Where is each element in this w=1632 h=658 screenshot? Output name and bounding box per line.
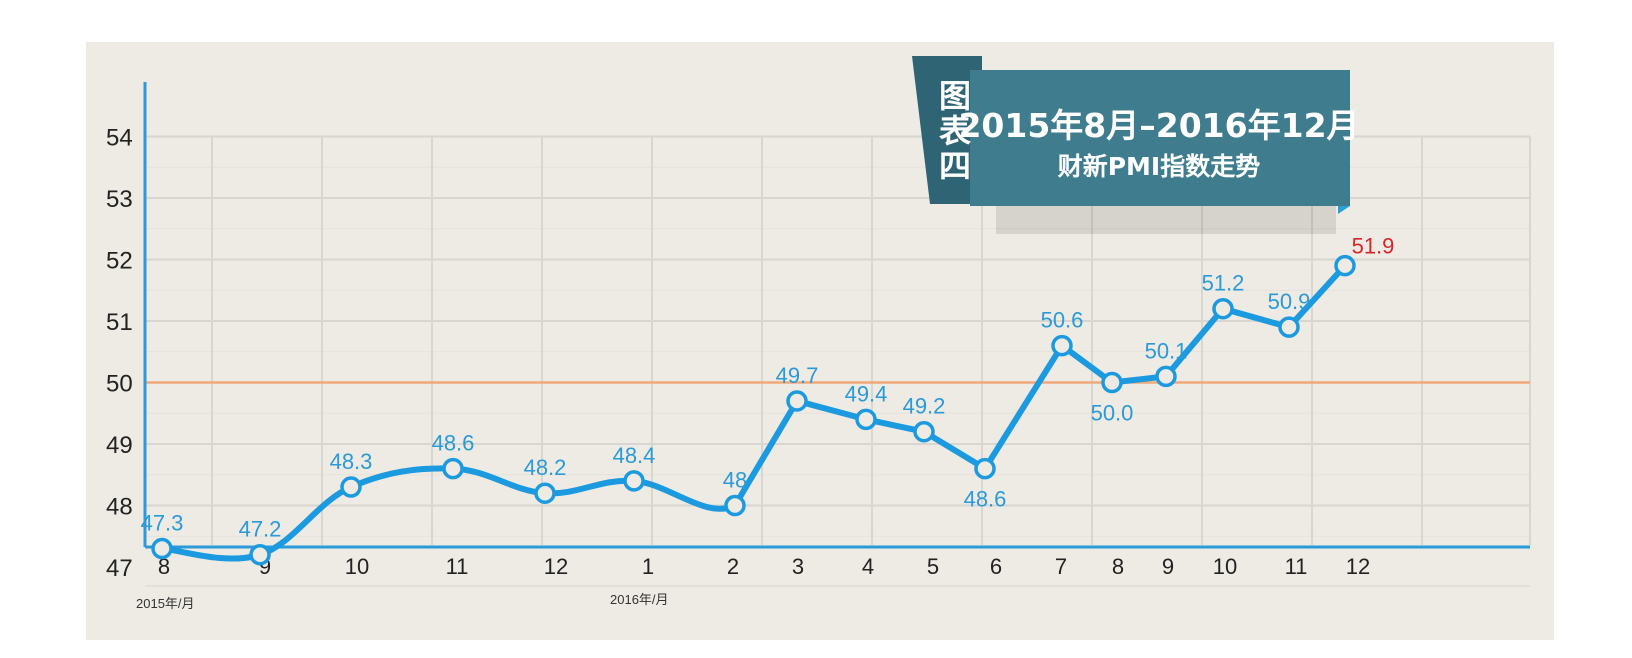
data-label-2: 47.2 <box>239 517 282 542</box>
chart-subtitle: 财新PMI指数走势 <box>1058 152 1261 181</box>
data-point-12 <box>1051 334 1073 357</box>
x-tick-3: 10 <box>345 554 369 579</box>
data-label-6: 48.4 <box>613 443 656 468</box>
title-banner: 图 表 四 2015年8月–2016年12月 财新PMI指数走势 <box>912 56 1360 234</box>
data-point-5 <box>534 482 556 504</box>
chart-title: 2015年8月–2016年12月 <box>958 106 1359 145</box>
x-tick-17: 12 <box>1346 554 1370 579</box>
data-point-14 <box>1155 365 1177 388</box>
data-label-8: 49.7 <box>776 363 819 388</box>
y-tick-51: 51 <box>106 309 133 336</box>
title-banner-body <box>970 70 1350 206</box>
data-label-10: 49.2 <box>903 394 946 419</box>
data-label-4: 48.6 <box>432 431 475 456</box>
x-tick-14: 9 <box>1162 554 1174 579</box>
x-tick-1: 8 <box>158 554 170 579</box>
data-point-2 <box>249 543 271 566</box>
data-label-13: 50.0 <box>1091 401 1134 426</box>
x-tick-15: 10 <box>1213 554 1237 579</box>
data-label-5: 48.2 <box>524 455 567 480</box>
data-point-1 <box>151 537 173 560</box>
x-tick-8: 3 <box>792 554 804 579</box>
data-point-11 <box>974 457 996 480</box>
data-point-4 <box>442 457 464 480</box>
data-label-16: 50.9 <box>1268 289 1311 314</box>
title-tag-char-1: 图 <box>939 78 971 114</box>
data-point-10 <box>913 420 935 443</box>
data-label-12: 50.6 <box>1041 308 1084 333</box>
data-point-6 <box>623 470 645 492</box>
y-tick-47: 47 <box>106 555 133 582</box>
data-point-15 <box>1212 297 1234 320</box>
data-label-15: 51.2 <box>1202 271 1245 296</box>
axis-note-2015: 2015年/月 <box>136 596 195 611</box>
title-tag-char-3: 四 <box>939 148 971 184</box>
y-tick-53: 53 <box>106 186 133 213</box>
title-banner-tail <box>912 56 982 204</box>
y-tick-50: 50 <box>106 371 133 398</box>
data-point-8 <box>786 390 808 412</box>
data-label-14: 50.1 <box>1145 338 1188 363</box>
data-point-9 <box>855 408 877 431</box>
data-point-7 <box>724 494 746 517</box>
data-label-17: 51.9 <box>1352 234 1395 259</box>
x-tick-7: 2 <box>727 554 739 579</box>
axes <box>143 82 1530 587</box>
x-tick-12: 7 <box>1055 554 1067 579</box>
x-tick-16: 11 <box>1285 554 1308 579</box>
x-tick-6: 1 <box>642 554 654 579</box>
data-label-7: 48 <box>723 468 747 493</box>
y-tick-54: 54 <box>106 125 133 152</box>
x-tick-11: 6 <box>990 554 1002 579</box>
data-label-1: 47.3 <box>141 511 184 536</box>
data-labels: 47.3 47.2 48.3 48.6 48.2 48.4 48 49.7 49.4 49.2 48… <box>141 234 1395 542</box>
x-tick-4: 11 <box>446 554 469 579</box>
title-tag-char-2: 表 <box>939 113 971 149</box>
data-label-11: 48.6 <box>964 487 1007 512</box>
data-point-3 <box>340 476 362 498</box>
data-point-markers <box>151 254 1356 566</box>
x-tick-9: 4 <box>862 554 874 579</box>
data-point-13 <box>1101 371 1123 394</box>
data-label-9: 49.4 <box>845 381 888 406</box>
y-tick-52: 52 <box>106 248 133 275</box>
x-tick-13: 8 <box>1112 554 1124 579</box>
data-point-17 <box>1334 254 1356 277</box>
y-tick-labels: 47 48 49 50 51 52 53 54 <box>106 125 133 583</box>
x-tick-10: 5 <box>927 554 939 579</box>
axis-note-2016: 2016年/月 <box>610 592 669 607</box>
y-tick-48: 48 <box>106 494 133 521</box>
x-tick-5: 12 <box>544 554 568 579</box>
data-point-16 <box>1278 316 1300 338</box>
data-label-3: 48.3 <box>330 449 373 474</box>
y-tick-49: 49 <box>106 432 133 459</box>
